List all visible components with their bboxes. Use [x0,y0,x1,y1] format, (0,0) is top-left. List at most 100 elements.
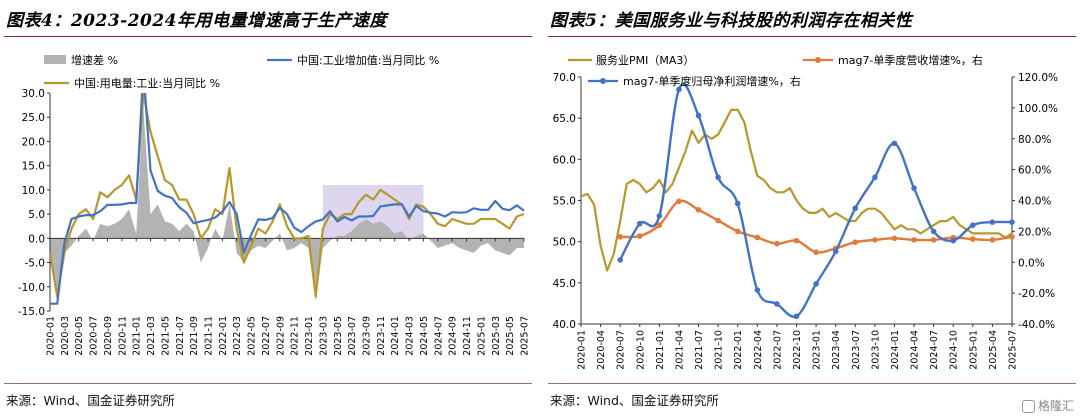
x-tick-label: 2023-09 [362,316,373,356]
x-tick-label: 2022-01 [733,330,744,370]
series-mag7-revenue-growth-point [793,237,800,244]
series-mag7-profit-growth-point [872,174,878,181]
y-right-tick-label: 60.0% [1018,165,1051,177]
x-tick-label: 2022-09 [275,316,286,356]
y-tick-label: 10.0 [22,185,45,197]
x-tick-label: 2020-04 [596,330,607,370]
y-tick-label: 20.0 [22,136,45,148]
chart-4-svg: 30.0 25.0 20.0 15.0 10.0 5.0 0.0 -5.0 -10.0 -15.0… [18,53,531,356]
x-tick-label: 2021-09 [189,316,200,356]
x-tick-label: 2020-07 [89,316,100,356]
legend-label-growth-gap: 增速差 % [71,53,118,67]
series-mag7-revenue-growth-point [636,233,643,239]
x-tick-label: 2021-01 [132,316,143,356]
x-tick-label: 2023-01 [812,330,823,370]
legend-label-industrial-power: 中国:用电量:工业:当月同比 % [74,76,220,90]
y-left-tick-label: 65.0 [553,113,576,125]
series-mag7-revenue-growth-point [852,239,859,245]
series-mag7-profit-growth-point [1009,219,1015,225]
series-mag7-profit-growth-point [734,200,741,207]
figure-5-title: 图表5：美国服务业与科技股的利润存在相关性 [550,11,913,31]
y-tick-label: 25.0 [22,112,45,124]
figure-5-source: 来源：Wind、国金证券研究所 [550,393,719,408]
series-mag7-revenue-growth-point [872,237,878,243]
x-tick-label: 2025-04 [988,330,999,370]
series-mag7-profit-growth-point [950,237,957,244]
series-mag7-profit-growth-point [832,248,839,255]
y-left-tick-label: 55.0 [553,196,576,208]
series-mag7-profit-growth-point [930,228,937,235]
y-left-tick-label: 50.0 [553,237,576,249]
series-mag7-revenue-growth-point [813,249,819,256]
series-mag7-profit-growth-point [911,185,917,191]
x-tick-label: 2025-05 [505,316,516,356]
series-industrial-power-line [50,93,525,298]
series-mag7-revenue-growth-point [676,198,682,205]
source-rule [4,383,532,384]
series-mag7-revenue-growth-point [989,237,996,243]
series-mag7-revenue-growth-point [774,240,780,247]
x-tick-label: 2023-07 [851,330,862,370]
legend-label-mag7-revenue: mag7-单季度营收增速%，右 [838,53,983,67]
y-right-tick-label: 0.0% [1018,257,1045,269]
x-tick-label: 2025-07 [520,316,531,356]
series-mag7-profit-growth-point [852,205,859,212]
y-right-tick-label: -40.0% [1018,319,1055,331]
y-tick-label: -5.0 [25,258,46,270]
x-tick-label: 2022-05 [247,316,258,356]
y-tick-label: -10.0 [18,282,45,294]
x-tick-label: 2020-10 [635,330,646,370]
legend-label-industrial-value-added: 中国:工业增加值:当月同比 % [297,53,439,67]
legend-swatch-growth-gap [44,55,66,64]
x-tick-label: 2023-11 [376,316,387,356]
figure-4-source: 来源：Wind、国金证券研究所 [6,393,175,408]
x-tick-label: 2024-05 [419,316,430,356]
x-tick-label: 2021-04 [674,330,685,370]
y-right-tick-label: 100.0% [1018,103,1058,115]
x-tick-label: 2024-09 [448,316,459,356]
x-tick-label: 2023-01 [304,316,315,356]
y-left-tick-label: 45.0 [553,278,576,290]
x-tick-label: 2025-03 [491,316,502,356]
panel-right-chart: 图表5：美国服务业与科技股的利润存在相关性 70.0 65.0 60.0 55.0 50… [548,0,1076,417]
series-services-pmi-line [580,108,1013,272]
series-mag7-revenue-growth-line [620,199,1013,254]
series-mag7-revenue-growth-point [695,206,702,213]
series-mag7-profit-growth-point [617,257,623,263]
x-tick-label: 2024-07 [433,316,444,356]
series-mag7-revenue-growth-point [754,234,761,241]
title-rule [548,36,1076,37]
y-tick-label: -15.0 [18,306,45,318]
series-mag7-revenue-growth-point [715,217,721,224]
series-mag7-profit-growth-point [715,174,721,181]
chart-5-svg: 70.0 65.0 60.0 55.0 50.0 45.0 40.0 120.0% 100.0%… [553,53,1058,370]
x-tick-label: 2021-05 [160,316,171,356]
x-tick-label: 2022-11 [290,316,301,356]
y-tick-label: 30.0 [22,88,45,100]
y-right-tick-label: 20.0% [1018,226,1051,238]
figure-4-title: 图表4：2023-2024年用电量增速高于生产速度 [6,11,388,31]
source-rule [548,383,1076,384]
x-tick-label: 2021-11 [204,316,215,356]
y-left-tick-label: 40.0 [553,319,576,331]
series-mag7-profit-growth-point [989,219,996,225]
series-mag7-revenue-growth-point [930,237,937,243]
x-tick-label: 2024-10 [949,330,960,370]
series-mag7-profit-growth-point [793,313,800,320]
x-tick-label: 2022-07 [261,316,272,356]
x-tick-label: 2023-10 [870,330,881,370]
legend-marker-mag7-revenue [815,57,821,63]
y-right-tick-label: 120.0% [1018,72,1058,84]
panel-left-chart: 图表4：2023-2024年用电量增速高于生产速度 30.0 25.0 20.0 15… [4,0,532,417]
series-mag7-revenue-growth-point [970,236,976,242]
x-tick-label: 2022-03 [232,316,243,356]
y-tick-label: 5.0 [28,209,45,221]
x-tick-label: 2025-01 [968,330,979,370]
x-tick-label: 2021-07 [175,316,186,356]
x-tick-label: 2020-01 [46,316,57,356]
series-mag7-profit-growth-point [695,112,702,119]
x-tick-label: 2024-01 [390,316,401,356]
x-tick-label: 2022-07 [772,330,783,370]
watermark-logo-icon [1021,400,1035,413]
series-growth-gap-area [50,107,524,302]
